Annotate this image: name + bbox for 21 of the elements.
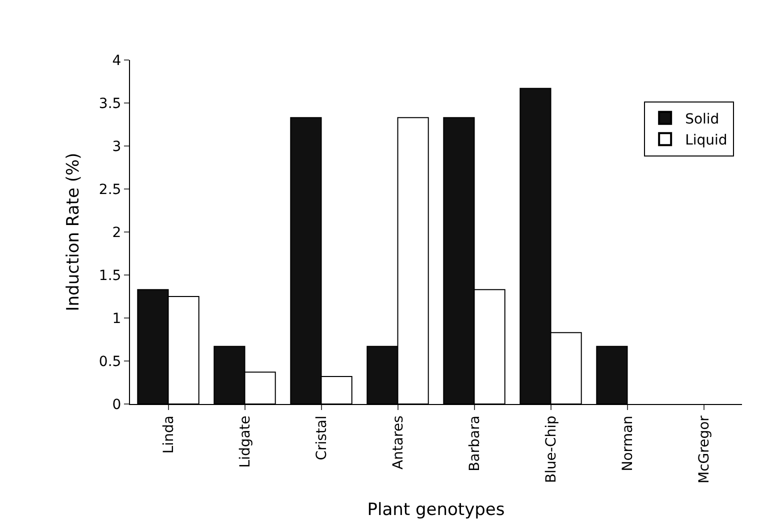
- x-axis-title: Plant genotypes: [367, 500, 505, 520]
- y-tick-label: 0.5: [98, 354, 122, 370]
- y-tick-label: 2.5: [98, 182, 122, 198]
- x-tick-label: Norman: [620, 416, 636, 472]
- y-tick-label: 0: [112, 396, 122, 413]
- x-tick-label: Barbara: [466, 416, 483, 472]
- y-tick-label: 1: [112, 310, 122, 327]
- x-tick-label: McGregor: [696, 415, 712, 484]
- x-tick-label: Cristal: [314, 416, 330, 460]
- y-tick-label: 2: [112, 224, 122, 241]
- y-tick-label: 4: [112, 52, 122, 69]
- y-tick-label: 3.5: [98, 96, 122, 112]
- x-tick-label: Linda: [160, 416, 177, 454]
- y-axis-title: Induction Rate (%): [63, 152, 84, 312]
- x-tick-label: Blue-Chip: [543, 416, 560, 484]
- legend-label: Solid: [685, 111, 720, 128]
- x-tick-label: Antares: [390, 416, 406, 470]
- x-tick-label: Lidgate: [237, 416, 254, 468]
- y-tick-label: 3: [112, 138, 122, 155]
- legend-label: Liquid: [685, 132, 728, 149]
- y-tick-label: 1.5: [98, 268, 122, 284]
